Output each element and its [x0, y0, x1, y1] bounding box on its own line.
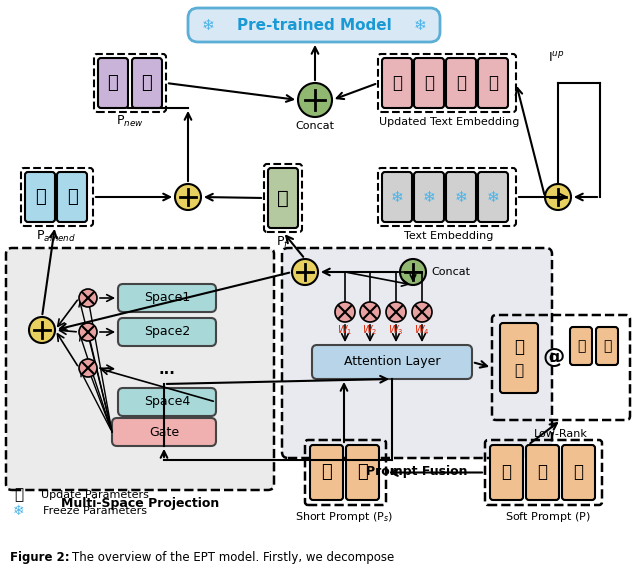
- FancyBboxPatch shape: [118, 318, 216, 346]
- FancyBboxPatch shape: [446, 172, 476, 222]
- Text: 🔥: 🔥: [35, 188, 45, 206]
- FancyBboxPatch shape: [570, 327, 592, 365]
- FancyBboxPatch shape: [188, 8, 440, 42]
- Circle shape: [386, 302, 406, 322]
- Text: Text Embedding: Text Embedding: [404, 231, 493, 241]
- Text: Low-Rank: Low-Rank: [534, 429, 588, 439]
- FancyBboxPatch shape: [562, 445, 595, 500]
- FancyBboxPatch shape: [526, 445, 559, 500]
- Circle shape: [292, 259, 318, 285]
- Text: ❄: ❄: [202, 18, 214, 33]
- Text: 🔥: 🔥: [573, 463, 584, 482]
- Circle shape: [175, 184, 201, 210]
- FancyBboxPatch shape: [478, 172, 508, 222]
- FancyBboxPatch shape: [6, 248, 274, 490]
- Text: Update Parameters: Update Parameters: [41, 490, 149, 500]
- FancyBboxPatch shape: [118, 284, 216, 312]
- Text: ❄: ❄: [422, 189, 435, 205]
- FancyBboxPatch shape: [382, 172, 412, 222]
- FancyBboxPatch shape: [118, 388, 216, 416]
- Text: Short Prompt ($\mathrm{P}_s$): Short Prompt ($\mathrm{P}_s$): [295, 510, 393, 524]
- Circle shape: [79, 323, 97, 341]
- Text: $W_2$: $W_2$: [362, 323, 378, 337]
- Text: 🔥: 🔥: [108, 74, 118, 92]
- Text: $W_4$: $W_4$: [414, 323, 430, 337]
- Text: Multi-Space Projection: Multi-Space Projection: [61, 498, 219, 510]
- Text: ...: ...: [159, 362, 175, 376]
- Text: Space4: Space4: [144, 395, 190, 408]
- Text: Prompt Fusion: Prompt Fusion: [366, 466, 468, 479]
- Text: 🔥: 🔥: [141, 74, 152, 92]
- Text: 🔥: 🔥: [538, 463, 547, 482]
- Text: @: @: [543, 347, 565, 367]
- FancyBboxPatch shape: [132, 58, 162, 108]
- Text: ❄: ❄: [390, 189, 403, 205]
- Text: 🔥: 🔥: [488, 74, 498, 92]
- Text: 🔥: 🔥: [502, 463, 511, 482]
- FancyBboxPatch shape: [98, 58, 128, 108]
- Text: Gate: Gate: [149, 426, 179, 439]
- Circle shape: [79, 359, 97, 377]
- Text: ❄: ❄: [413, 18, 426, 33]
- Text: Space2: Space2: [144, 325, 190, 339]
- Text: The overview of the EPT model. Firstly, we decompose: The overview of the EPT model. Firstly, …: [72, 551, 394, 565]
- Circle shape: [360, 302, 380, 322]
- FancyBboxPatch shape: [268, 168, 298, 228]
- FancyBboxPatch shape: [500, 323, 538, 393]
- Circle shape: [335, 302, 355, 322]
- FancyBboxPatch shape: [312, 345, 472, 379]
- Text: 🔥: 🔥: [424, 74, 434, 92]
- Text: ❄: ❄: [486, 189, 499, 205]
- Text: Soft Prompt ($\mathrm{P}$): Soft Prompt ($\mathrm{P}$): [506, 510, 591, 524]
- FancyBboxPatch shape: [282, 248, 552, 458]
- Text: 🔥: 🔥: [15, 487, 24, 502]
- Text: 🔥: 🔥: [357, 463, 368, 482]
- Text: 🔥: 🔥: [603, 339, 611, 353]
- Text: 🔥: 🔥: [392, 74, 402, 92]
- Text: Pre-trained Model: Pre-trained Model: [237, 18, 392, 33]
- Circle shape: [400, 259, 426, 285]
- FancyBboxPatch shape: [346, 445, 379, 500]
- FancyBboxPatch shape: [596, 327, 618, 365]
- Text: Figure 2:: Figure 2:: [10, 551, 70, 565]
- Circle shape: [545, 184, 571, 210]
- Text: $\mathrm{I}^{up}$: $\mathrm{I}^{up}$: [548, 51, 564, 65]
- Circle shape: [29, 317, 55, 343]
- FancyBboxPatch shape: [414, 172, 444, 222]
- FancyBboxPatch shape: [57, 172, 87, 222]
- Circle shape: [79, 289, 97, 307]
- Text: 🔥: 🔥: [67, 188, 77, 206]
- Text: $W_1$: $W_1$: [337, 323, 353, 337]
- FancyBboxPatch shape: [490, 445, 523, 500]
- Text: 🔥: 🔥: [514, 338, 524, 356]
- Text: Space1: Space1: [144, 292, 190, 304]
- FancyBboxPatch shape: [25, 172, 55, 222]
- FancyBboxPatch shape: [310, 445, 343, 500]
- Text: ❄: ❄: [13, 504, 25, 518]
- Text: Freeze Parameters: Freeze Parameters: [43, 506, 147, 516]
- Text: $\mathrm{P}_{f}$: $\mathrm{P}_{f}$: [276, 235, 290, 249]
- Text: $W_3$: $W_3$: [388, 323, 404, 337]
- Circle shape: [298, 83, 332, 117]
- FancyBboxPatch shape: [382, 58, 412, 108]
- FancyBboxPatch shape: [414, 58, 444, 108]
- Text: 🔥: 🔥: [515, 363, 524, 379]
- Text: Concat: Concat: [431, 267, 470, 277]
- FancyBboxPatch shape: [478, 58, 508, 108]
- Text: 🔥: 🔥: [577, 339, 585, 353]
- Text: $\mathrm{P}_{new}$: $\mathrm{P}_{new}$: [116, 113, 144, 129]
- FancyBboxPatch shape: [446, 58, 476, 108]
- Text: 🔥: 🔥: [321, 463, 332, 482]
- Text: Updated Text Embedding: Updated Text Embedding: [379, 117, 519, 127]
- Text: Concat: Concat: [296, 121, 335, 131]
- Text: $\mathrm{P}_{amend}$: $\mathrm{P}_{amend}$: [36, 228, 76, 244]
- Text: 🔥: 🔥: [456, 74, 466, 92]
- Text: ❄: ❄: [454, 189, 467, 205]
- Circle shape: [412, 302, 432, 322]
- Text: 🔥: 🔥: [277, 189, 289, 208]
- Text: Attention Layer: Attention Layer: [344, 356, 440, 368]
- FancyBboxPatch shape: [112, 418, 216, 446]
